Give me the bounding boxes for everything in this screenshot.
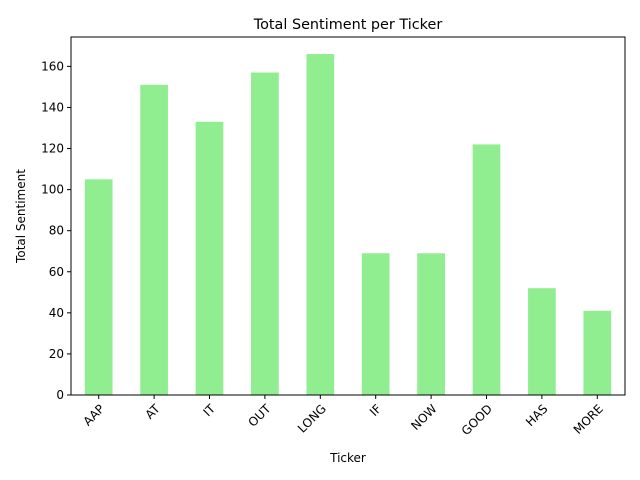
bar-it bbox=[195, 121, 224, 395]
bar-good bbox=[472, 144, 501, 395]
y-tick-label: 160 bbox=[41, 59, 64, 73]
y-tick-label: 140 bbox=[41, 100, 64, 114]
bar-now bbox=[417, 253, 445, 395]
bar-aap bbox=[84, 179, 113, 395]
bar-has bbox=[528, 288, 556, 395]
y-tick-label: 100 bbox=[41, 183, 64, 197]
y-tick-label: 0 bbox=[56, 388, 64, 402]
bar-out bbox=[251, 72, 279, 395]
bar-more bbox=[583, 310, 612, 395]
bar-if bbox=[361, 253, 390, 395]
bar-at bbox=[140, 84, 168, 396]
y-tick-label: 80 bbox=[49, 224, 64, 238]
chart-title: Total Sentiment per Ticker bbox=[253, 17, 443, 33]
y-tick-label: 20 bbox=[49, 347, 64, 361]
x-axis-label: Ticker bbox=[329, 451, 366, 465]
y-axis-ticks: 0 20 40 60 80 100 120 140 160 bbox=[41, 59, 71, 402]
y-axis-label: Total Sentiment bbox=[14, 169, 28, 264]
y-tick-label: 40 bbox=[49, 306, 64, 320]
bar-long bbox=[306, 54, 335, 396]
y-tick-label: 120 bbox=[41, 142, 64, 156]
y-tick-label: 60 bbox=[49, 265, 64, 279]
bars-group bbox=[84, 54, 612, 396]
plot-area-frame bbox=[70, 36, 626, 396]
